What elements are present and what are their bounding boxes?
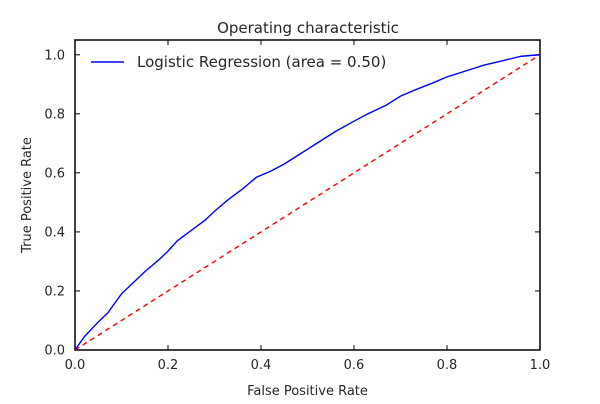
chart-title: Operating characteristic [217, 19, 399, 37]
y-tick-label: 0.6 [44, 166, 65, 181]
x-tick-label: 0.4 [251, 358, 272, 373]
y-axis-label: True Positive Rate [20, 137, 35, 254]
legend: Logistic Regression (area = 0.50) [91, 53, 386, 71]
x-tick-label: 0.8 [437, 358, 458, 373]
axis-ticks: 0.0 0.2 0.4 0.6 0.8 1.0 0.0 0.2 0.4 0.6 0.8 1.0 [44, 40, 550, 373]
y-tick-label: 1.0 [44, 48, 65, 63]
x-tick-label: 0.0 [65, 358, 86, 373]
x-tick-label: 0.2 [158, 358, 179, 373]
x-tick-label: 0.6 [344, 358, 365, 373]
series-line-chance-diagonal [74, 54, 541, 351]
legend-label-logistic-regression: Logistic Regression (area = 0.50) [137, 53, 386, 71]
x-axis-label: False Positive Rate [247, 384, 368, 399]
x-tick-label: 1.0 [530, 358, 551, 373]
series-line-logistic-regression [74, 54, 541, 351]
series-layer [74, 54, 541, 351]
plot-frame [74, 39, 541, 351]
y-tick-label: 0.2 [44, 284, 65, 299]
y-tick-label: 0.0 [44, 344, 65, 359]
y-tick-label: 0.8 [44, 107, 65, 122]
y-tick-label: 0.4 [44, 225, 65, 240]
